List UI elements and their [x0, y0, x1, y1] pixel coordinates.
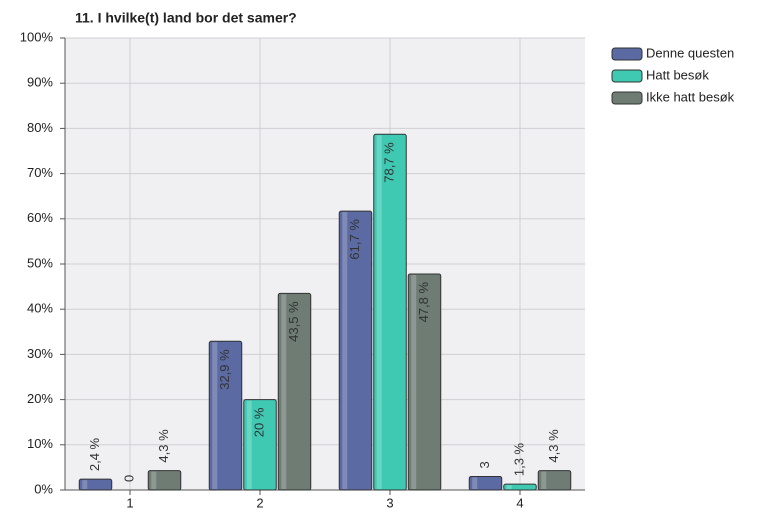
bar	[147, 470, 182, 491]
y-tick-label: 0%	[34, 481, 53, 496]
value-label: 43,5 %	[286, 301, 301, 342]
bar-highlight	[82, 480, 88, 489]
y-tick-label: 90%	[27, 75, 53, 90]
x-tick-label: 1	[126, 495, 133, 510]
bar-highlight	[151, 471, 157, 489]
legend-label: Denne questen	[646, 45, 734, 60]
legend-label: Hatt besøk	[646, 67, 709, 82]
bar-highlight	[376, 135, 382, 489]
x-tick-label: 2	[256, 495, 263, 510]
bar-highlight	[541, 471, 547, 489]
bar-highlight	[246, 400, 252, 489]
bar	[407, 273, 442, 491]
value-label: 78,7 %	[381, 142, 396, 183]
value-label: 1,3 %	[511, 442, 526, 476]
y-tick-label: 100%	[20, 29, 54, 44]
value-label: 4,3 %	[546, 429, 561, 463]
bar-highlight	[281, 294, 287, 489]
legend-swatch	[611, 69, 643, 83]
value-label: 4,3 %	[156, 429, 171, 463]
bar	[338, 210, 373, 491]
value-label: 0	[121, 475, 136, 482]
bar	[468, 475, 503, 491]
bar	[277, 292, 312, 491]
bar-highlight	[472, 477, 478, 489]
bar	[373, 133, 407, 491]
bar-highlight	[212, 342, 218, 489]
y-tick-label: 10%	[27, 436, 53, 451]
y-tick-label: 70%	[27, 165, 53, 180]
bar-highlight	[342, 212, 348, 489]
legend-swatch	[611, 47, 643, 61]
value-label: 3	[477, 461, 492, 468]
y-tick-label: 20%	[27, 391, 53, 406]
chart-title: 11. I hvilke(t) land bor det samer?	[75, 10, 297, 26]
y-tick-label: 30%	[27, 346, 53, 361]
value-label: 32,9 %	[217, 349, 232, 390]
legend-label: Ikke hatt besøk	[646, 89, 735, 104]
value-label: 61,7 %	[347, 219, 362, 260]
x-tick-label: 3	[386, 495, 393, 510]
value-label: 2,4 %	[87, 437, 102, 471]
bar	[78, 478, 113, 491]
bar-highlight	[506, 485, 512, 489]
legend-swatch	[611, 91, 643, 105]
bar-highlight	[411, 274, 417, 489]
value-label: 47,8 %	[416, 282, 431, 323]
y-tick-label: 60%	[27, 210, 53, 225]
bar	[208, 340, 243, 491]
bar	[503, 483, 537, 491]
x-tick-label: 4	[516, 495, 523, 510]
bar	[243, 399, 277, 491]
y-tick-label: 80%	[27, 120, 53, 135]
y-tick-label: 40%	[27, 301, 53, 316]
y-tick-label: 50%	[27, 255, 53, 270]
value-label: 20 %	[251, 407, 266, 437]
bar	[537, 470, 572, 491]
